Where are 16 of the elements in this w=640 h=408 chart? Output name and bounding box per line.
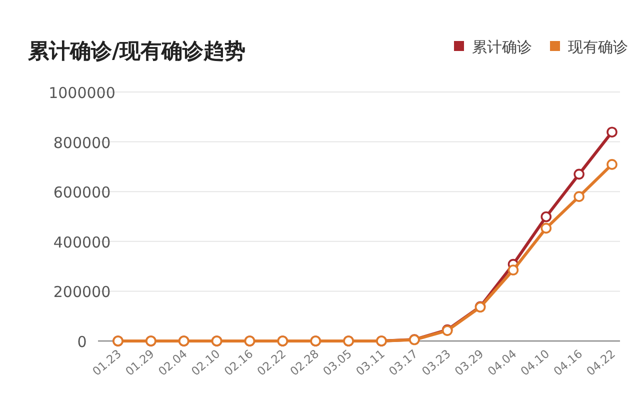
y-tick-label: 1000000 [48, 84, 116, 102]
point [540, 211, 552, 222]
point [606, 159, 618, 170]
y-tick-label: 800000 [53, 134, 111, 152]
chart-title: 累计确诊/现有确诊趋势 [27, 39, 246, 63]
point [574, 191, 584, 202]
point [606, 126, 618, 138]
point [574, 168, 584, 180]
legend-label: 累计确诊 [472, 38, 532, 56]
y-tick-label: 600000 [53, 184, 111, 202]
y-tick-label: 0 [77, 333, 87, 351]
y-tick-label: 400000 [53, 233, 111, 252]
legend-label: 现有确诊 [568, 38, 628, 56]
point [508, 264, 519, 276]
y-tick-label: 200000 [53, 283, 111, 302]
point [540, 222, 552, 234]
